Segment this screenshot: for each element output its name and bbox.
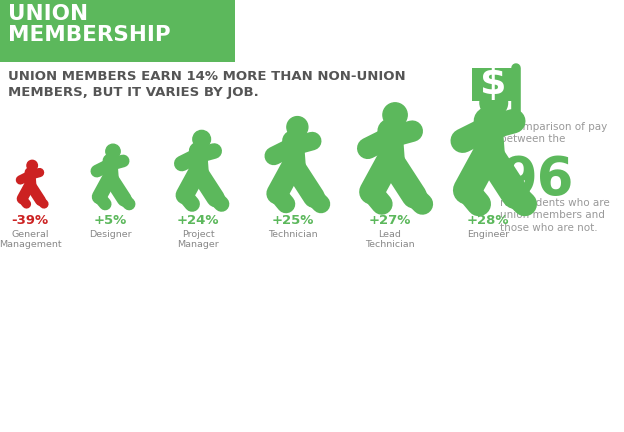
Text: +24%: +24% bbox=[177, 214, 219, 227]
Text: Lead
Technician: Lead Technician bbox=[365, 230, 415, 249]
Text: Project
Manager: Project Manager bbox=[177, 230, 219, 249]
Text: UNION MEMBERS EARN 14% MORE THAN NON-UNION
MEMBERS, BUT IT VARIES BY JOB.: UNION MEMBERS EARN 14% MORE THAN NON-UNI… bbox=[8, 70, 406, 99]
Text: respondents who are
union members and
those who are not.: respondents who are union members and th… bbox=[500, 198, 610, 233]
Text: +25%: +25% bbox=[272, 214, 314, 227]
Circle shape bbox=[480, 89, 507, 117]
Text: $: $ bbox=[480, 67, 507, 102]
Text: Technician: Technician bbox=[268, 230, 318, 239]
Text: Engineer: Engineer bbox=[467, 230, 509, 239]
Circle shape bbox=[106, 144, 120, 159]
Circle shape bbox=[287, 117, 308, 137]
FancyBboxPatch shape bbox=[0, 0, 235, 62]
Text: -39%: -39% bbox=[11, 214, 49, 227]
Text: +5%: +5% bbox=[94, 214, 127, 227]
Text: UNION
MEMBERSHIP: UNION MEMBERSHIP bbox=[8, 4, 170, 45]
Text: General
Management: General Management bbox=[0, 230, 61, 249]
Circle shape bbox=[27, 160, 37, 171]
FancyBboxPatch shape bbox=[472, 68, 515, 101]
Text: 96: 96 bbox=[500, 154, 573, 206]
Text: Designer: Designer bbox=[89, 230, 131, 239]
Text: +28%: +28% bbox=[467, 214, 509, 227]
Circle shape bbox=[383, 103, 407, 127]
Circle shape bbox=[193, 130, 210, 148]
Text: +27%: +27% bbox=[369, 214, 411, 227]
Text: A comparison of pay
between the: A comparison of pay between the bbox=[500, 122, 607, 144]
